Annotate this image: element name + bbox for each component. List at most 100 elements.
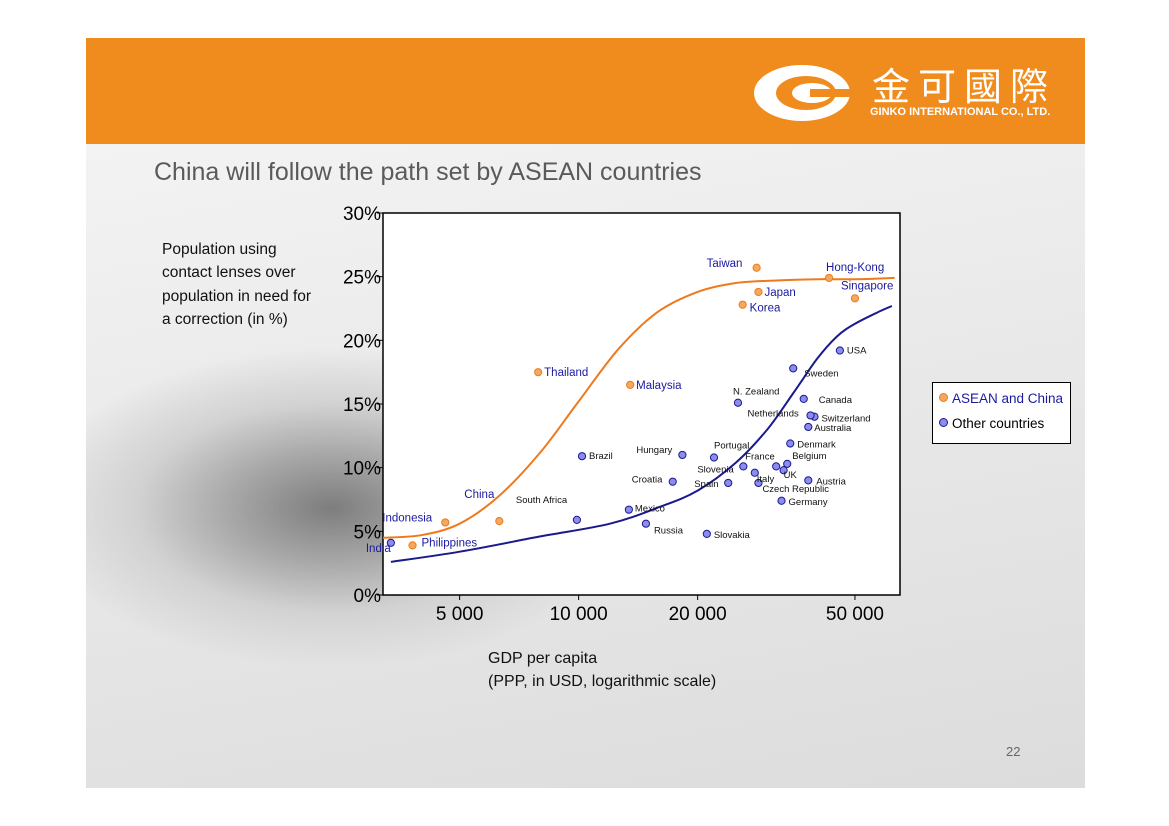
legend-asean-label: ASEAN and China — [952, 391, 1064, 406]
point-spain — [724, 478, 733, 488]
point-label-china: China — [464, 489, 495, 501]
header-bar: 金可國際 GINKO INTERNATIONAL CO., LTD. — [86, 38, 1085, 144]
point-label-sweden: Sweden — [804, 368, 838, 379]
legend-asean-marker-icon — [939, 393, 948, 402]
legend-item-asean: ASEAN and China — [939, 391, 1063, 406]
x-axis-description-line1: GDP per capita — [488, 650, 598, 667]
point-usa — [835, 346, 844, 355]
point-uk — [779, 466, 788, 475]
point-hungary — [678, 450, 687, 460]
logo-english-text: GINKO INTERNATIONAL CO., LTD. — [870, 106, 1051, 118]
legend-others-label: Other countries — [952, 416, 1045, 431]
point-label-slovakia: Slovakia — [714, 530, 751, 541]
point-label-spain: Spain — [694, 479, 718, 490]
point-label-portugal: Portugal — [714, 440, 749, 451]
point-sweden — [789, 364, 798, 373]
y-tick-label: 5% — [354, 522, 382, 543]
y-tick-label: 20% — [343, 331, 381, 352]
ginko-logo-icon — [754, 65, 852, 121]
point-south-africa — [572, 515, 582, 524]
point-thailand — [534, 368, 543, 377]
point-label-thailand: Thailand — [544, 367, 588, 379]
y-tick-label: 25% — [343, 268, 381, 289]
point-taiwan — [752, 263, 761, 272]
point-france — [772, 462, 781, 471]
point-label-canada: Canada — [819, 395, 853, 406]
point-label-korea: Korea — [750, 303, 781, 315]
x-tick-label: 20 000 — [669, 604, 727, 625]
point-label-croatia: Croatia — [632, 475, 663, 486]
point-australia — [804, 422, 813, 432]
point-label-south-africa: South Africa — [516, 495, 568, 506]
point-label-austria: Austria — [816, 476, 846, 487]
page-number: 22 — [1006, 744, 1021, 759]
point-label-belgium: Belgium — [792, 451, 826, 462]
y-tick-label: 30% — [343, 204, 381, 225]
point-austria — [804, 476, 813, 485]
point-label-singapore: Singapore — [841, 280, 893, 292]
point-label-netherlands: Netherlands — [748, 408, 799, 419]
point-label-malaysia: Malaysia — [636, 380, 682, 392]
point-canada — [799, 394, 808, 404]
point-label-n-zealand: N. Zealand — [733, 387, 779, 398]
y-tick-label: 15% — [343, 395, 381, 416]
others-trend-line — [390, 305, 893, 563]
point-label-denmark: Denmark — [797, 439, 836, 450]
point-indonesia — [441, 518, 450, 527]
slide: 金可國際 GINKO INTERNATIONAL CO., LTD. China… — [86, 38, 1085, 788]
point-label-japan: Japan — [764, 287, 795, 299]
y-tick-label: 0% — [354, 586, 382, 607]
x-axis-description: GDP per capita (PPP, in USD, logarithmic… — [488, 647, 788, 693]
asean-trend-line — [382, 276, 895, 539]
logo-chinese-text: 金可國際 — [872, 65, 1057, 109]
point-label-czech-republic: Czech Republic — [762, 484, 829, 495]
x-tick-label: 10 000 — [550, 604, 608, 625]
point-label-australia: Australia — [814, 423, 852, 434]
plot-area — [382, 212, 901, 596]
legend-others-marker-icon — [939, 418, 948, 427]
point-label-usa: USA — [847, 346, 867, 357]
point-label-france: France — [745, 451, 775, 462]
point-portugal — [709, 453, 719, 462]
point-label-philippines: Philippines — [422, 537, 478, 549]
x-axis-description-line2: (PPP, in USD, logarithmic scale) — [488, 673, 717, 690]
point-label-italy: Italy — [757, 474, 775, 485]
point-label-mexico: Mexico — [635, 504, 665, 515]
y-tick-label: 10% — [343, 459, 381, 480]
point-slovenia — [739, 462, 748, 471]
point-label-taiwan: Taiwan — [707, 258, 743, 270]
slide-title: China will follow the path set by ASEAN … — [154, 158, 702, 186]
chart-legend: ASEAN and China Other countries — [932, 382, 1071, 444]
y-axis-description: Population using contact lenses over pop… — [162, 241, 312, 328]
point-label-slovenia: Slovenia — [697, 464, 734, 475]
point-label-uk: UK — [784, 470, 798, 481]
point-label-russia: Russia — [654, 526, 684, 537]
point-singapore — [850, 294, 860, 303]
point-denmark — [786, 439, 795, 448]
point-italy — [750, 468, 759, 477]
x-tick-label: 5 000 — [436, 604, 484, 625]
legend-item-others: Other countries — [939, 416, 1044, 431]
point-brazil — [577, 452, 587, 461]
point-hong-kong — [824, 273, 834, 283]
point-label-hungary: Hungary — [636, 445, 672, 456]
point-belgium — [783, 459, 792, 468]
point-croatia — [668, 477, 677, 486]
x-tick-label: 50 000 — [826, 604, 884, 625]
point-czech-republic — [754, 478, 763, 488]
point-label-hong-kong: Hong-Kong — [826, 262, 884, 274]
point-mexico — [624, 505, 633, 514]
point-n-zealand — [733, 398, 743, 407]
point-label-indonesia: Indonesia — [382, 512, 432, 524]
point-malaysia — [626, 380, 635, 389]
scatter-chart: 0% 5% 10% 15% 20% 25% 30% 5 000 10 000 20 000 50 0… — [343, 204, 901, 625]
point-label-germany: Germany — [789, 497, 828, 508]
point-slovakia — [702, 529, 711, 538]
point-korea — [738, 300, 747, 309]
point-label-switzerland: Switzerland — [821, 414, 870, 425]
point-label-brazil: Brazil — [589, 451, 613, 462]
point-russia — [641, 519, 651, 528]
point-philippines — [408, 541, 417, 550]
point-japan — [754, 287, 763, 297]
point-netherlands — [806, 411, 815, 420]
